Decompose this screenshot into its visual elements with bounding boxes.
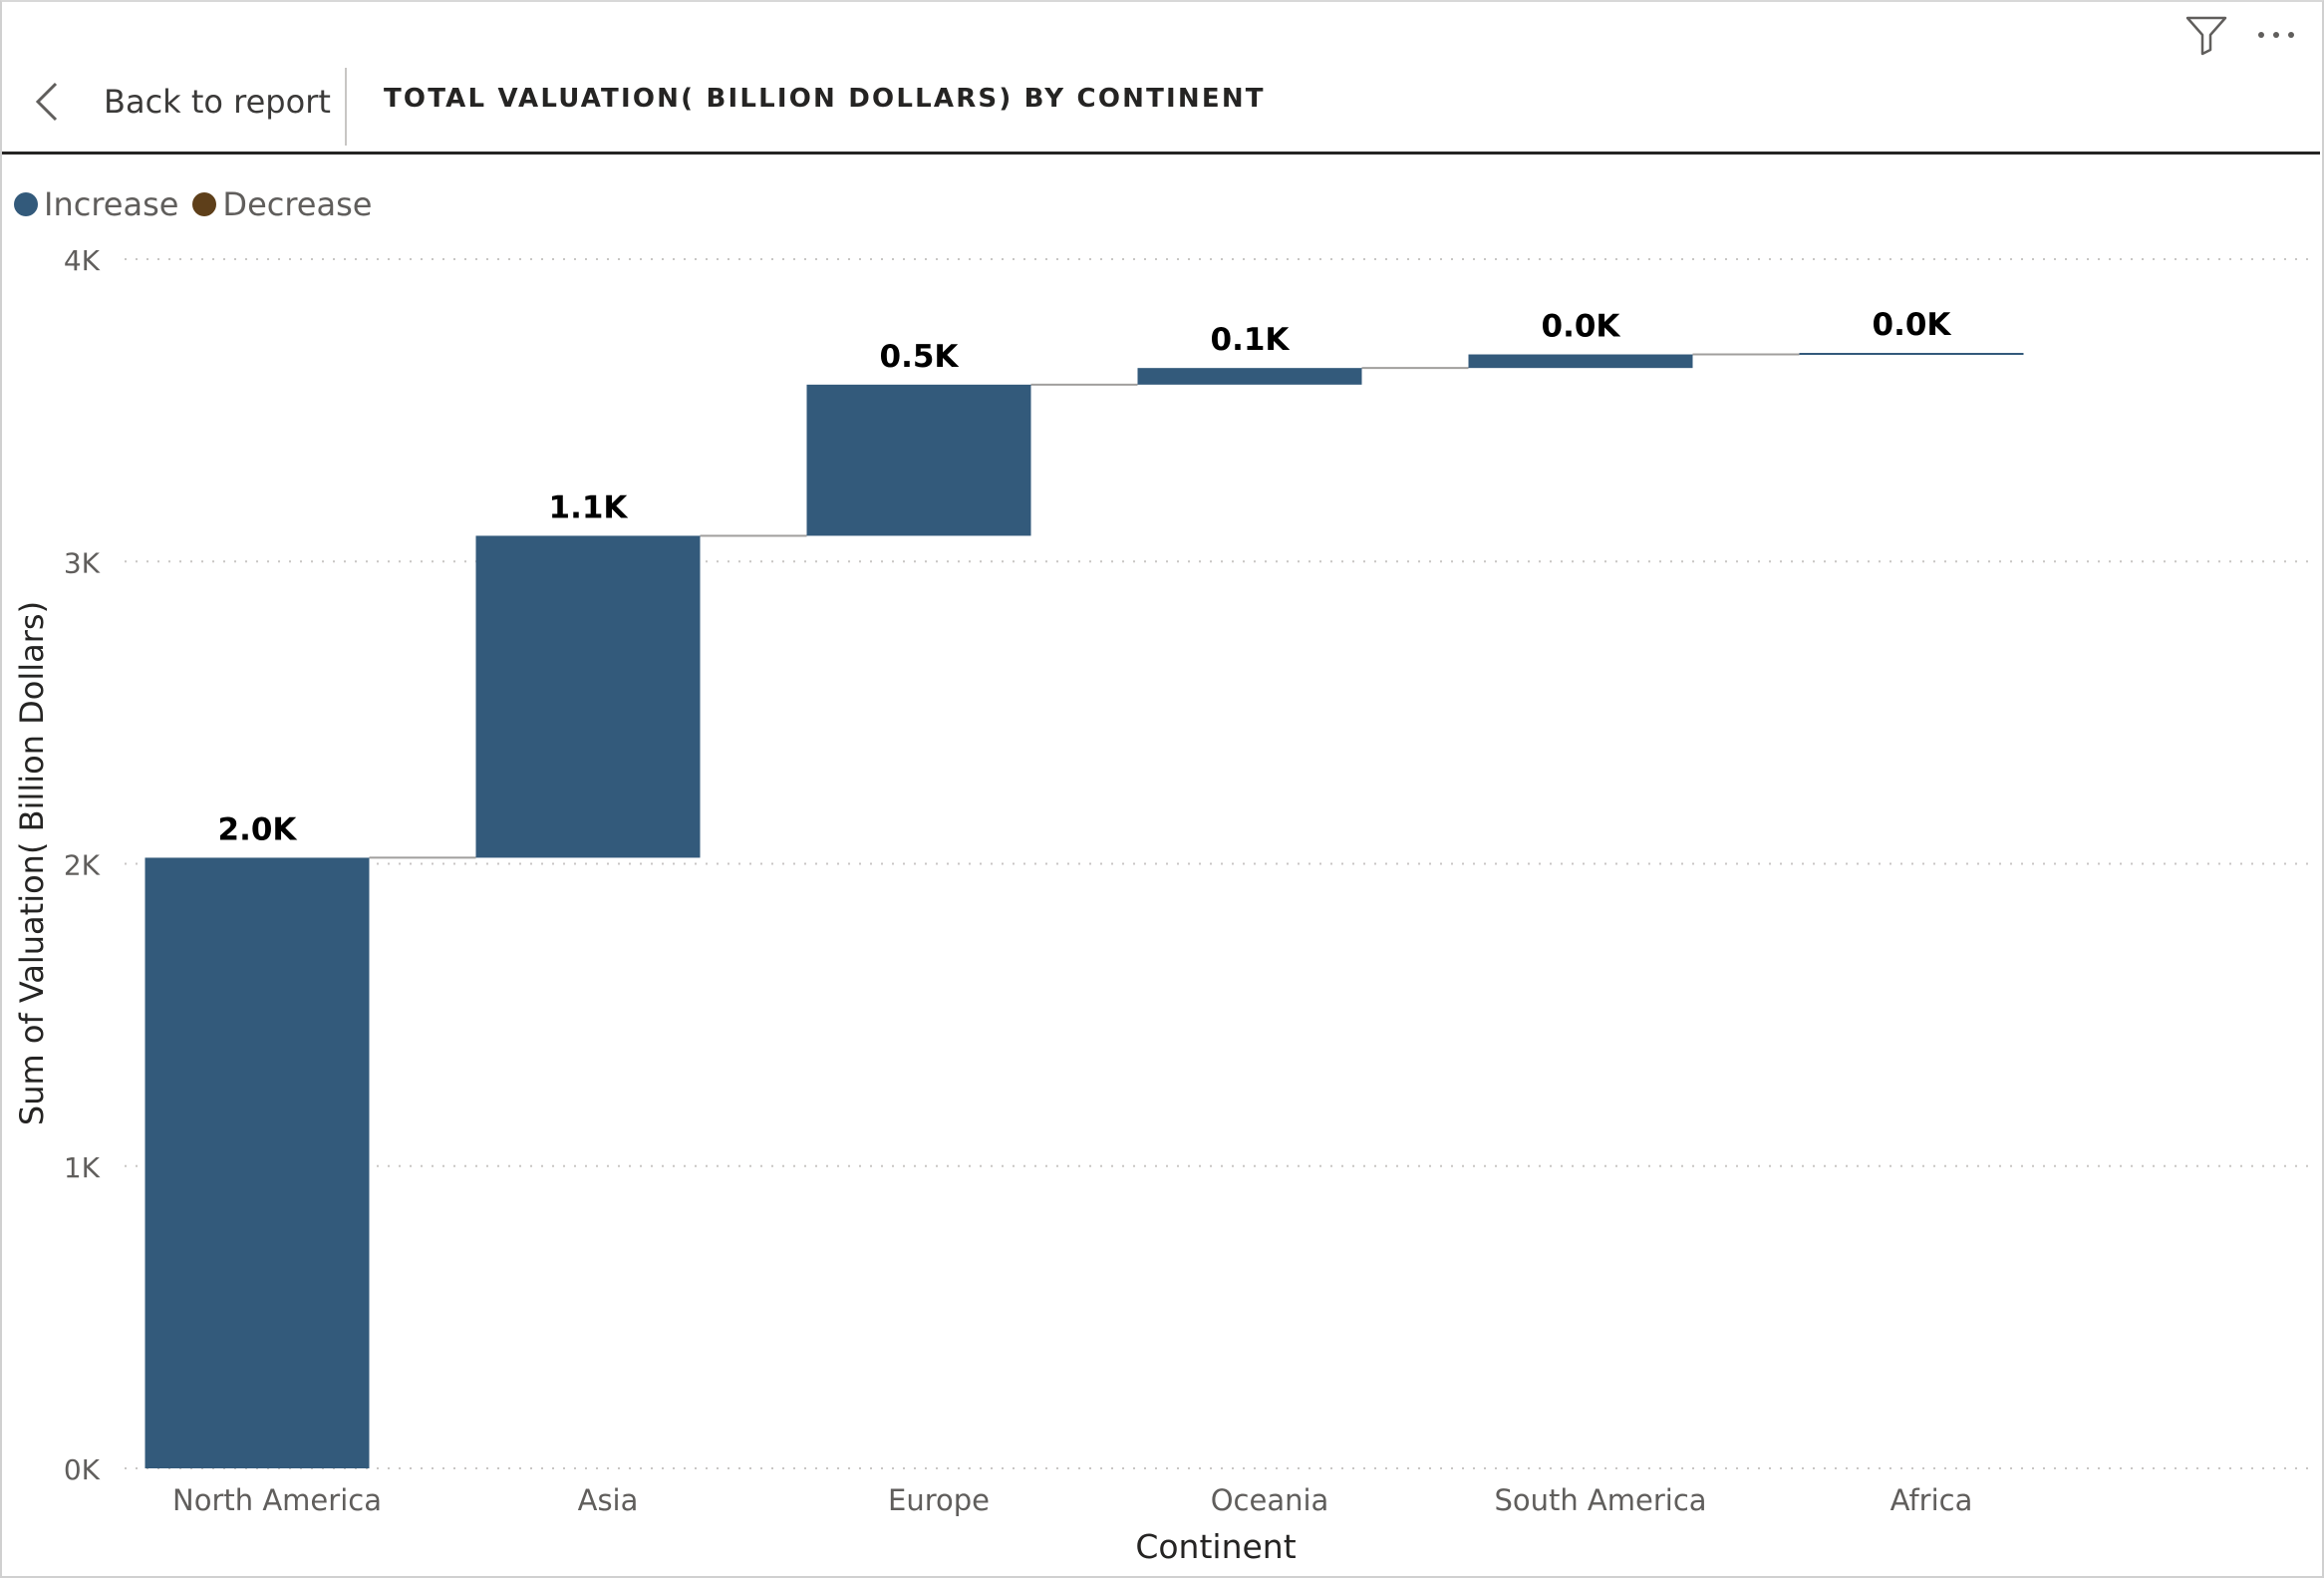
focus-mode-header: Back to report TOTAL VALUATION( BILLION …: [2, 2, 2320, 155]
data-label: 2.0K: [218, 811, 298, 847]
x-axis-title: Continent: [1135, 1527, 1296, 1566]
legend-label-decrease: Decrease: [222, 185, 373, 223]
back-to-report-button[interactable]: Back to report: [32, 76, 331, 128]
data-label: 0.0K: [1873, 307, 1952, 343]
filter-icon[interactable]: [2184, 14, 2228, 60]
visual-header-icons: [2157, 14, 2296, 60]
x-tick-label: Asia: [578, 1483, 639, 1517]
waterfall-bar: [806, 384, 1031, 536]
gridlines: [125, 258, 2310, 1469]
waterfall-bar: [1137, 368, 1362, 385]
x-tick-label: Europe: [888, 1483, 990, 1517]
legend-swatch-decrease: [192, 192, 217, 216]
legend-label-increase: Increase: [44, 185, 179, 223]
bars: [145, 353, 2024, 1468]
y-axis-title: Sum of Valuation( Billion Dollars): [13, 601, 51, 1125]
waterfall-bar: [1799, 353, 2024, 356]
x-tick-label: Oceania: [1211, 1483, 1329, 1517]
x-tick-label: South America: [1494, 1483, 1706, 1517]
chevron-left-icon: [35, 82, 58, 122]
legend-swatch-increase: [14, 192, 38, 216]
data-label: 0.1K: [1211, 322, 1291, 358]
y-tick-label: 1K: [64, 1151, 101, 1184]
x-tick-label: Africa: [1890, 1483, 1973, 1517]
header-divider: [345, 68, 347, 146]
data-label: 0.0K: [1542, 309, 1621, 345]
visual-title: TOTAL VALUATION( BILLION DOLLARS) BY CON…: [384, 84, 1266, 114]
legend-item-increase[interactable]: Increase: [14, 185, 178, 223]
x-tick-label: North America: [172, 1483, 382, 1517]
back-to-report-label: Back to report: [104, 83, 331, 121]
waterfall-bar: [475, 535, 701, 858]
more-options-icon[interactable]: [2256, 25, 2296, 49]
data-label: 1.1K: [549, 489, 629, 525]
y-tick-label: 3K: [64, 546, 101, 579]
y-axis-ticks: 0K 1K 2K 3K 4K: [64, 244, 101, 1486]
waterfall-bar: [1468, 354, 1693, 369]
y-tick-label: 4K: [64, 244, 101, 277]
data-label: 0.5K: [880, 339, 960, 375]
y-tick-label: 0K: [64, 1453, 101, 1486]
y-tick-label: 2K: [64, 849, 101, 882]
connector-lines: [369, 353, 1800, 859]
legend-item-decrease[interactable]: Decrease: [192, 185, 372, 223]
chart-legend: Increase Decrease: [14, 185, 386, 223]
x-axis-ticks: North America Asia Europe Oceania South Amer…: [172, 1483, 1972, 1517]
data-labels: 2.0K 1.1K 0.5K 0.1K 0.0K 0.0K: [218, 307, 1952, 847]
waterfall-bar: [145, 857, 370, 1468]
